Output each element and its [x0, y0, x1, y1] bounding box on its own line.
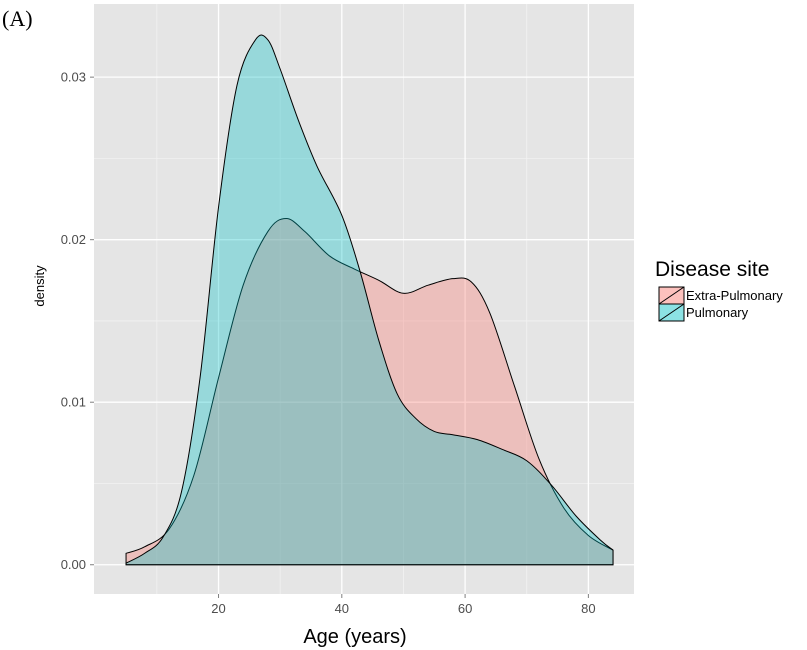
y-axis-title: density: [32, 265, 47, 307]
y-tick-label: 0.00: [61, 557, 86, 572]
x-tick-label: 20: [211, 601, 225, 616]
grid-minor: [94, 4, 634, 594]
legend-label-extra-pulmonary: Extra-Pulmonary: [686, 288, 783, 303]
panel-label: (A): [2, 6, 33, 31]
plot-background: [94, 4, 634, 594]
x-axis: 20 40 60 80: [211, 594, 596, 616]
legend-label-pulmonary: Pulmonary: [686, 305, 749, 320]
legend-key-slash: [658, 303, 685, 322]
density-areas: [125, 34, 614, 566]
x-tick-label: 40: [335, 601, 349, 616]
density-area-extra-pulmonary: [125, 218, 614, 566]
legend-key-slash: [658, 286, 685, 305]
x-tick-label: 60: [458, 601, 472, 616]
x-tick-label: 80: [581, 601, 595, 616]
x-axis-title: Age (years): [303, 626, 406, 648]
density-area-pulmonary: [125, 34, 614, 566]
y-tick-label: 0.01: [61, 395, 86, 410]
y-tick-label: 0.02: [61, 232, 86, 247]
y-axis: 0.00 0.01 0.02 0.03: [61, 70, 94, 572]
grid-major: [94, 4, 634, 594]
legend-title: Disease site: [655, 258, 769, 281]
legend-items: Extra-Pulmonary Pulmonary: [658, 286, 783, 322]
y-tick-label: 0.03: [61, 70, 86, 85]
legend: Disease site Extra-Pulmonary Pulmonary: [655, 258, 783, 322]
